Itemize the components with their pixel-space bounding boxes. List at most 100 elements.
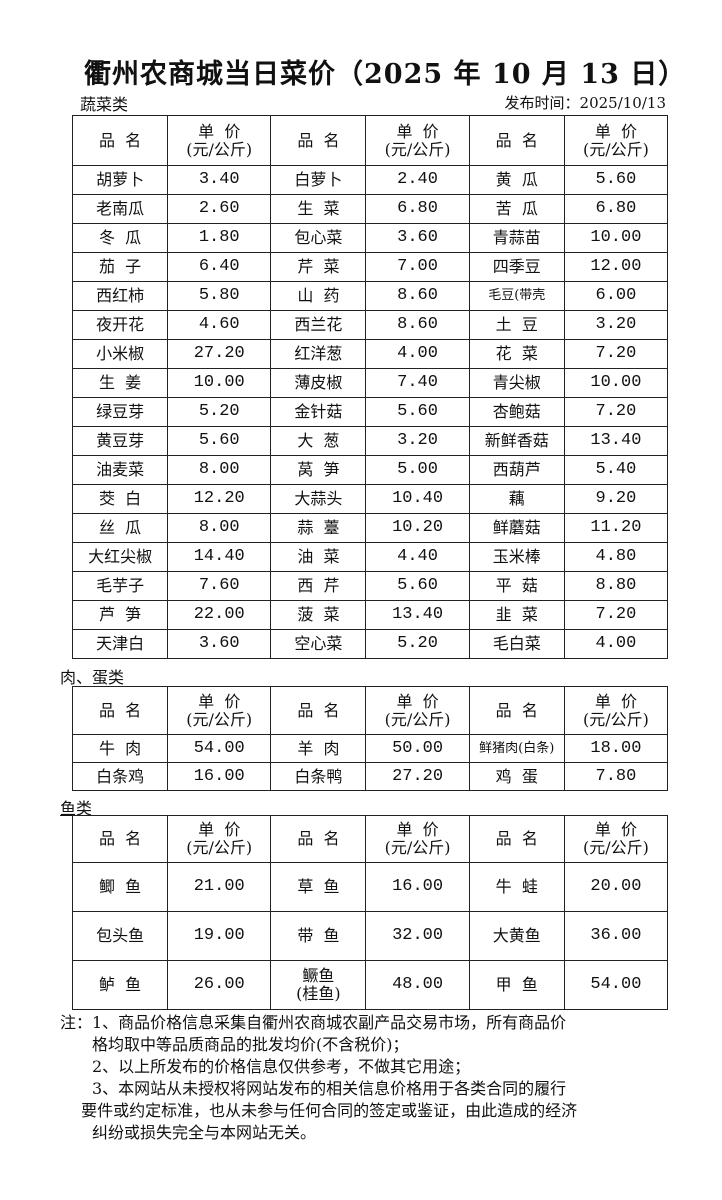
item-name: 牛 蛙 bbox=[468, 862, 565, 912]
item-price: 2.60 bbox=[167, 194, 272, 224]
item-price: 36.00 bbox=[563, 911, 669, 961]
item-name: 西红柿 bbox=[71, 281, 169, 311]
item-name: 莴 笋 bbox=[270, 455, 367, 485]
item-name: 甲 鱼 bbox=[468, 960, 565, 1010]
header-price-unit: (元/公斤) bbox=[582, 139, 649, 159]
item-name: 花 菜 bbox=[468, 339, 565, 369]
header-price-line1: 单 价 bbox=[198, 121, 241, 141]
header-price-unit: (元/公斤) bbox=[186, 838, 253, 857]
item-name: 金针菇 bbox=[270, 397, 367, 427]
item-name: 羊 肉 bbox=[270, 734, 367, 763]
item-price: 21.00 bbox=[167, 862, 272, 912]
section-label-meat-eggs: 肉、蛋类 bbox=[60, 668, 125, 687]
item-price: 4.00 bbox=[563, 629, 669, 659]
table-row: 大红尖椒 14.40 油 菜 4.40 玉米棒 4.80 bbox=[71, 542, 669, 572]
table-row: 老南瓜 2.60 生 菜 6.80 苦 瓜 6.80 bbox=[71, 194, 669, 224]
item-name: 白条鸭 bbox=[270, 762, 367, 791]
header-price: 单 价 (元/公斤) bbox=[167, 115, 272, 166]
item-price: 10.00 bbox=[563, 223, 669, 253]
header-name: 品 名 bbox=[270, 815, 367, 863]
item-price: 8.60 bbox=[365, 281, 470, 311]
header-price-unit: (元/公斤) bbox=[186, 139, 253, 159]
item-name: 西葫芦 bbox=[468, 455, 565, 485]
item-price: 54.00 bbox=[167, 734, 272, 763]
item-name: 土 豆 bbox=[468, 310, 565, 340]
item-name: 油 菜 bbox=[270, 542, 367, 572]
item-name: 黄 瓜 bbox=[468, 165, 565, 195]
item-price: 5.60 bbox=[365, 397, 470, 427]
item-price: 7.20 bbox=[563, 397, 669, 427]
header-price-unit: (元/公斤) bbox=[186, 709, 253, 729]
item-name: 生 姜 bbox=[71, 368, 169, 398]
header-name: 品 名 bbox=[270, 115, 367, 166]
item-price: 50.00 bbox=[365, 734, 470, 763]
header-price-unit: (元/公斤) bbox=[582, 838, 649, 857]
item-name: 鳜鱼 (桂鱼) bbox=[270, 960, 367, 1010]
item-name: 杏鲍菇 bbox=[468, 397, 565, 427]
item-name: 白条鸡 bbox=[71, 762, 169, 791]
item-price: 6.80 bbox=[563, 194, 669, 224]
item-price: 11.20 bbox=[563, 513, 669, 543]
item-price: 16.00 bbox=[167, 762, 272, 791]
table-row: 绿豆芽 5.20 金针菇 5.60 杏鲍菇 7.20 bbox=[71, 397, 669, 427]
note-line: 注：1、商品价格信息采集自衢州农商城农副产品交易市场，所有商品价 bbox=[60, 1013, 567, 1032]
item-price: 22.00 bbox=[167, 600, 272, 630]
header-price-unit: (元/公斤) bbox=[582, 709, 649, 729]
item-name: 夜开花 bbox=[71, 310, 169, 340]
header-name: 品 名 bbox=[71, 815, 169, 863]
item-price: 4.40 bbox=[365, 542, 470, 572]
table-row: 丝 瓜 8.00 蒜 薹 10.20 鲜蘑菇 11.20 bbox=[71, 513, 669, 543]
item-price: 3.60 bbox=[365, 223, 470, 253]
item-name: 包头鱼 bbox=[71, 911, 169, 961]
item-price: 12.00 bbox=[563, 252, 669, 282]
table-row: 包头鱼 19.00 带 鱼 32.00 大黄鱼 36.00 bbox=[71, 911, 669, 961]
table-row: 牛 肉 54.00 羊 肉 50.00 鲜猪肉(白条) 18.00 bbox=[71, 734, 669, 763]
item-name: 四季豆 bbox=[468, 252, 565, 282]
item-name: 平 菇 bbox=[468, 571, 565, 601]
item-name: 鲜蘑菇 bbox=[468, 513, 565, 543]
item-price: 5.20 bbox=[167, 397, 272, 427]
item-name: 蒜 薹 bbox=[270, 513, 367, 543]
item-price: 20.00 bbox=[563, 862, 669, 912]
item-name: 绿豆芽 bbox=[71, 397, 169, 427]
item-price: 16.00 bbox=[365, 862, 470, 912]
item-price: 6.40 bbox=[167, 252, 272, 282]
header-name: 品 名 bbox=[71, 686, 169, 735]
item-name: 玉米棒 bbox=[468, 542, 565, 572]
item-price: 6.00 bbox=[563, 281, 669, 311]
table-row: 白条鸡 16.00 白条鸭 27.20 鸡 蛋 7.80 bbox=[71, 762, 669, 791]
item-name: 韭 菜 bbox=[468, 600, 565, 630]
header-price-line1: 单 价 bbox=[594, 121, 637, 141]
header-price-line1: 单 价 bbox=[396, 691, 439, 711]
table-row: 鲈 鱼 26.00 鳜鱼 (桂鱼) 48.00 甲 鱼 54.00 bbox=[71, 960, 669, 1010]
table-header-row: 品 名单 价 (元/公斤) 品 名单 价 (元/公斤) 品 名单 价 (元/公斤) bbox=[71, 815, 669, 863]
item-name: 白萝卜 bbox=[270, 165, 367, 195]
item-price: 8.60 bbox=[365, 310, 470, 340]
header-name: 品 名 bbox=[270, 686, 367, 735]
item-name: 西兰花 bbox=[270, 310, 367, 340]
item-price: 4.80 bbox=[563, 542, 669, 572]
item-price: 10.00 bbox=[563, 368, 669, 398]
item-name: 大红尖椒 bbox=[71, 542, 169, 572]
table-row: 天津白 3.60 空心菜 5.20 毛白菜 4.00 bbox=[71, 629, 669, 659]
item-name: 新鲜香菇 bbox=[468, 426, 565, 456]
header-price-line1: 单 价 bbox=[594, 820, 637, 839]
item-name: 藕 bbox=[468, 484, 565, 514]
header-name: 品 名 bbox=[468, 115, 565, 166]
header-price-unit: (元/公斤) bbox=[384, 709, 451, 729]
item-name: 大蒜头 bbox=[270, 484, 367, 514]
header-price: 单 价 (元/公斤) bbox=[167, 686, 272, 735]
item-name: 老南瓜 bbox=[71, 194, 169, 224]
note-line: 2、以上所发布的价格信息仅供参考，不做其它用途； bbox=[60, 1057, 471, 1076]
header-price: 单 价 (元/公斤) bbox=[167, 815, 272, 863]
item-price: 2.40 bbox=[365, 165, 470, 195]
item-price: 3.20 bbox=[563, 310, 669, 340]
header-price: 单 价 (元/公斤) bbox=[563, 115, 669, 166]
item-price: 5.00 bbox=[365, 455, 470, 485]
header-price-unit: (元/公斤) bbox=[384, 139, 451, 159]
note-line: 格均取中等品质商品的批发均价(不含税价)； bbox=[60, 1035, 409, 1054]
table-row: 冬 瓜 1.80 包心菜 3.60 青蒜苗 10.00 bbox=[71, 223, 669, 253]
item-price: 10.20 bbox=[365, 513, 470, 543]
item-price: 6.80 bbox=[365, 194, 470, 224]
